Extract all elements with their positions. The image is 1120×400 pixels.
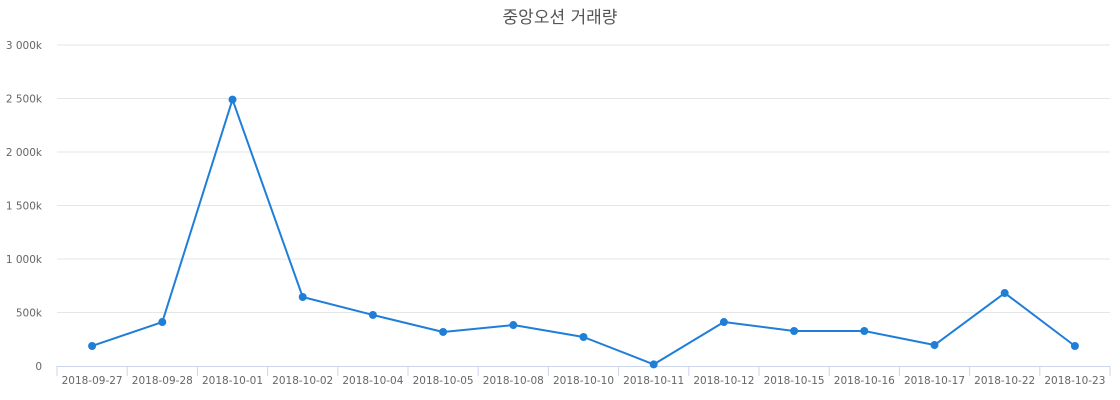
x-tick-label: 2018-09-27 [62, 375, 123, 387]
data-point[interactable] [298, 292, 307, 301]
x-tick-label: 2018-10-15 [764, 375, 825, 387]
data-point[interactable] [228, 95, 237, 104]
x-tick-label: 2018-10-08 [483, 375, 544, 387]
x-tick-label: 2018-10-02 [272, 375, 333, 387]
data-point[interactable] [88, 341, 97, 350]
y-tick-label: 2 000k [6, 147, 43, 159]
x-tick-label: 2018-10-16 [834, 375, 895, 387]
y-axis: 0 500k 1 000k 1 500k 2 000k 2 500k 3 000k [6, 40, 43, 373]
data-point[interactable] [1000, 289, 1009, 298]
x-tick-label: 2018-10-23 [1044, 375, 1105, 387]
y-tick-label: 2 500k [6, 94, 43, 106]
x-tick-label: 2018-09-28 [132, 375, 193, 387]
data-point[interactable] [649, 360, 658, 369]
series-line [88, 95, 1079, 369]
x-tick-label: 2018-10-22 [974, 375, 1035, 387]
x-axis: 2018-09-27 2018-09-28 2018-10-01 2018-10-02… [56, 366, 1111, 387]
y-tick-label: 1 500k [6, 201, 43, 213]
data-point[interactable] [368, 310, 377, 319]
data-point[interactable] [1070, 341, 1079, 350]
x-tick-label: 2018-10-12 [693, 375, 754, 387]
x-tick-label: 2018-10-01 [202, 375, 263, 387]
data-point[interactable] [579, 333, 588, 342]
data-point[interactable] [790, 327, 799, 336]
x-tick-label: 2018-10-17 [904, 375, 965, 387]
chart-title: 중앙오션 거래량 [503, 8, 618, 28]
x-tick-label: 2018-10-11 [623, 375, 684, 387]
x-tick-label: 2018-10-05 [413, 375, 474, 387]
data-point[interactable] [158, 318, 167, 327]
data-point[interactable] [439, 327, 448, 336]
x-tick-label: 2018-10-04 [342, 375, 403, 387]
gridlines [57, 44, 1110, 313]
data-point[interactable] [719, 318, 728, 327]
y-tick-label: 1 000k [6, 254, 43, 266]
y-tick-label: 3 000k [6, 40, 43, 52]
y-tick-label: 0 [35, 361, 42, 373]
data-line [91, 98, 1076, 366]
x-tick-label: 2018-10-10 [553, 375, 614, 387]
data-point[interactable] [860, 327, 869, 336]
data-point[interactable] [509, 321, 518, 330]
data-point[interactable] [930, 341, 939, 350]
y-tick-label: 500k [16, 308, 43, 320]
